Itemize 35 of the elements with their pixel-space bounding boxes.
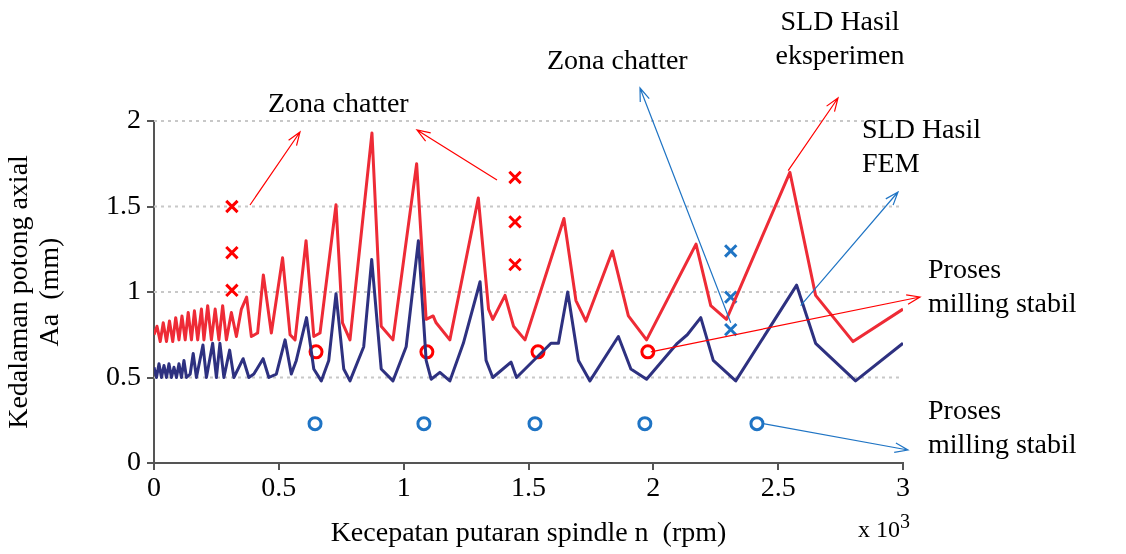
annotation: SLD Hasil eksperimen bbox=[774, 4, 906, 72]
x-tick-label: 2 bbox=[646, 471, 661, 503]
point bbox=[416, 416, 432, 432]
point bbox=[307, 416, 323, 432]
point bbox=[224, 199, 240, 214]
y-tick-label: 0.5 bbox=[106, 359, 141, 391]
y-tick-label: 1.5 bbox=[106, 188, 141, 220]
x-tick-label: 1.5 bbox=[511, 471, 546, 503]
point bbox=[723, 243, 738, 259]
point bbox=[507, 257, 523, 272]
annotation: Zona chatter bbox=[547, 43, 688, 77]
y-axis-title: Kedalaman potong axial Aa (mm) bbox=[1, 154, 64, 429]
point bbox=[527, 416, 543, 432]
x-axis-title: Kecepatan putaran spindle n (rpm) bbox=[330, 515, 727, 547]
point bbox=[224, 245, 240, 260]
y-tick-label: 1 bbox=[127, 274, 141, 306]
y-tick-label: 2 bbox=[127, 103, 141, 135]
x-tick-label: 3 bbox=[896, 471, 910, 503]
point bbox=[637, 416, 653, 432]
annotation: Proses milling stabil bbox=[928, 393, 1077, 461]
text: Zona chatter bbox=[268, 86, 409, 120]
point bbox=[507, 214, 523, 230]
point bbox=[224, 283, 240, 298]
annotation: SLD Hasil FEM bbox=[862, 112, 981, 180]
point bbox=[749, 416, 765, 432]
text: x 10$^{3}$ bbox=[858, 509, 910, 544]
annotation: Proses milling stabil bbox=[928, 252, 1077, 320]
x-tick-label: 0 bbox=[147, 471, 161, 503]
x-tick-label: 1 bbox=[396, 471, 411, 503]
x-tick-label: 2.5 bbox=[760, 471, 796, 503]
y-tick-label: 0 bbox=[127, 445, 141, 477]
point bbox=[507, 170, 523, 185]
point bbox=[723, 322, 738, 337]
point bbox=[640, 344, 656, 360]
x-tick-label: 0.5 bbox=[261, 471, 297, 503]
